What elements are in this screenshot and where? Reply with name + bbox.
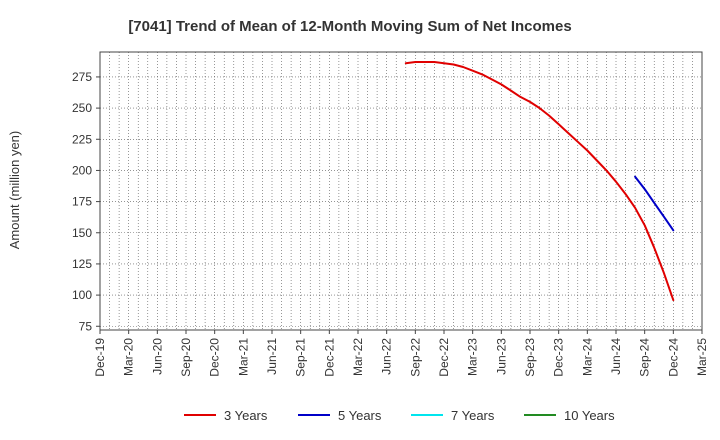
grid-layer bbox=[100, 52, 702, 330]
x-tick-label: Mar-21 bbox=[236, 338, 250, 376]
x-tick-label: Mar-25 bbox=[695, 338, 709, 376]
chart-title: [7041] Trend of Mean of 12-Month Moving … bbox=[128, 18, 571, 35]
x-tick-label: Sep-21 bbox=[294, 338, 308, 377]
x-tick-label: Jun-23 bbox=[494, 338, 508, 375]
legend: 3 Years 5 Years 7 Years 10 Years bbox=[184, 408, 615, 423]
y-tick-label: 250 bbox=[72, 101, 92, 115]
y-tick-label: 100 bbox=[72, 288, 92, 302]
x-tick-label: Dec-21 bbox=[322, 338, 336, 377]
series-line-3-years bbox=[404, 61, 675, 302]
x-tick-label: Mar-22 bbox=[351, 338, 365, 376]
x-tick-label: Jun-24 bbox=[609, 338, 623, 375]
x-tick-label: Dec-22 bbox=[437, 338, 451, 377]
x-tick-label: Mar-20 bbox=[122, 338, 136, 376]
x-tick-label: Sep-22 bbox=[408, 338, 422, 377]
y-tick-label: 175 bbox=[72, 195, 92, 209]
x-tick-label: Sep-23 bbox=[523, 338, 537, 377]
x-tick-label: Sep-20 bbox=[179, 338, 193, 377]
legend-label-7-years: 7 Years bbox=[451, 408, 495, 423]
plot-area-border bbox=[99, 51, 703, 331]
y-tick-labels: 75 100 125 150 175 200 225 250 275 bbox=[72, 70, 92, 333]
y-tick-label: 150 bbox=[72, 226, 92, 240]
x-tick-label: Dec-23 bbox=[552, 338, 566, 377]
x-tick-label: Mar-23 bbox=[466, 338, 480, 376]
x-tick-label: Dec-24 bbox=[666, 338, 680, 377]
legend-label-5-years: 5 Years bbox=[338, 408, 382, 423]
x-tick-label: Jun-21 bbox=[265, 338, 279, 375]
plot-frame-layer bbox=[96, 51, 703, 334]
x-tick-label: Jun-22 bbox=[380, 338, 394, 375]
x-tick-label: Sep-24 bbox=[638, 338, 652, 377]
series-layer bbox=[404, 61, 675, 302]
y-tick-label: 125 bbox=[72, 257, 92, 271]
series-line-5-years bbox=[634, 175, 675, 232]
x-tick-label: Jun-20 bbox=[150, 338, 164, 375]
x-tick-label: Dec-20 bbox=[208, 338, 222, 377]
x-tick-label: Dec-19 bbox=[93, 338, 107, 377]
x-tick-labels: Dec-19 Mar-20 Jun-20 Sep-20 Dec-20 Mar-21 Jun-… bbox=[93, 338, 709, 377]
x-tick-label: Mar-24 bbox=[580, 338, 594, 376]
y-tick-label: 75 bbox=[79, 319, 93, 333]
y-tick-label: 200 bbox=[72, 163, 92, 177]
legend-label-3-years: 3 Years bbox=[224, 408, 268, 423]
y-tick-label: 275 bbox=[72, 70, 92, 84]
y-tick-label: 225 bbox=[72, 132, 92, 146]
y-axis-label: Amount (million yen) bbox=[7, 131, 22, 250]
legend-label-10-years: 10 Years bbox=[564, 408, 615, 423]
